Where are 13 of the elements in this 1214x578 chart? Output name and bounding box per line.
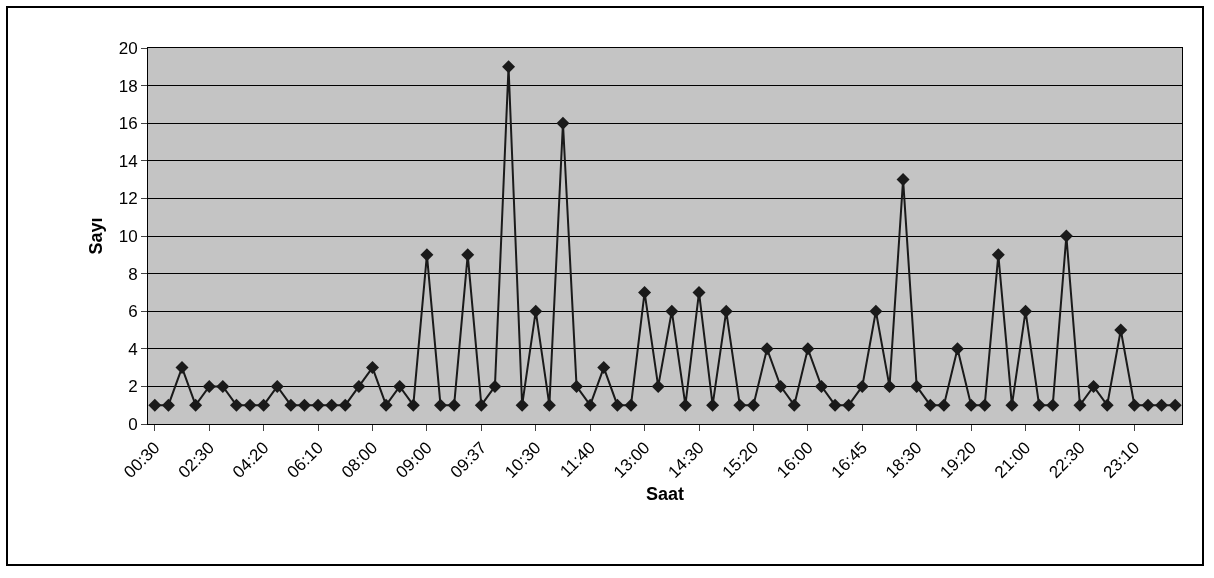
x-axis-title: Saat: [645, 483, 685, 504]
y-tick-label: 10: [118, 226, 138, 246]
y-tick-label: 4: [128, 339, 138, 359]
y-tick-label: 16: [118, 114, 138, 134]
y-tick-label: 2: [128, 377, 138, 397]
y-tick-label: 12: [118, 189, 138, 209]
y-tick-label: 20: [118, 38, 138, 58]
y-tick-label: 18: [118, 76, 138, 96]
y-axis-title: Sayı: [86, 217, 106, 255]
y-tick-label: 0: [128, 414, 138, 434]
y-tick-label: 8: [128, 264, 138, 284]
y-tick-label: 6: [128, 302, 138, 322]
y-tick-label: 14: [118, 151, 138, 171]
